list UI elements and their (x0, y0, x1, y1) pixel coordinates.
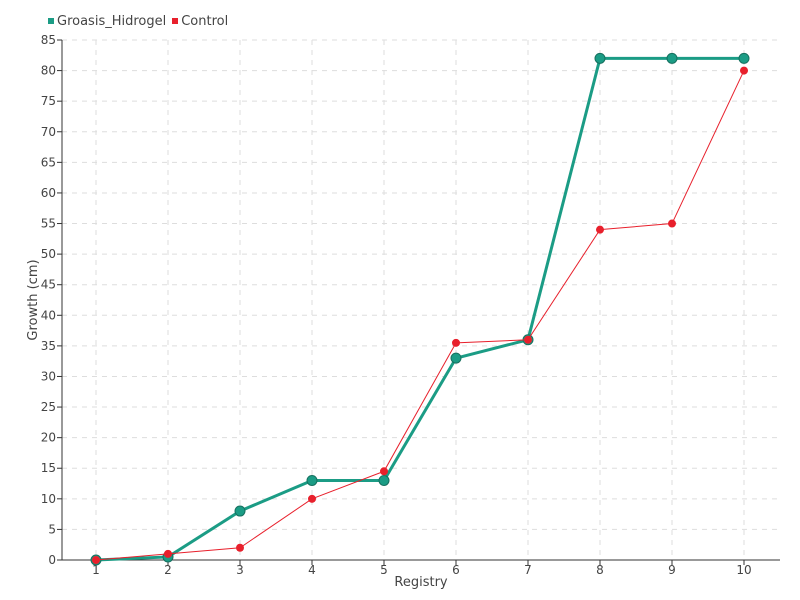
legend-label-control: Control (181, 13, 229, 29)
y-tick-label: 45 (41, 278, 56, 292)
y-tick-label: 70 (41, 125, 56, 139)
x-tick-label: 4 (308, 563, 316, 577)
data-point-control[interactable] (164, 549, 172, 558)
y-tick-label: 35 (41, 339, 56, 353)
y-tick-label: 60 (41, 186, 56, 200)
y-tick-label: 85 (41, 33, 56, 47)
legend-item-control[interactable]: Control (172, 14, 228, 29)
y-tick-label: 15 (41, 461, 56, 475)
x-tick-label: 7 (524, 563, 532, 577)
data-point-control[interactable] (380, 467, 388, 476)
series-line-control (95, 70, 745, 561)
data-point-groasis-hidrogel[interactable] (306, 474, 318, 486)
data-point-control[interactable] (596, 225, 604, 234)
x-tick-label: 6 (452, 563, 460, 577)
series-line-groasis-hidrogel (95, 56, 744, 562)
y-tick-label: 75 (41, 94, 56, 108)
legend-swatch-groasis-hidrogel (48, 18, 54, 24)
x-tick-label: 5 (380, 563, 388, 577)
data-point-control[interactable] (668, 219, 676, 228)
series-layer (90, 52, 750, 566)
x-tick-label: 1 (92, 563, 100, 577)
y-tick-label: 0 (48, 553, 56, 567)
y-tick-label: 80 (41, 64, 56, 78)
data-point-groasis-hidrogel[interactable] (666, 52, 678, 64)
y-tick-label: 25 (41, 400, 56, 414)
data-point-control[interactable] (92, 556, 100, 564)
y-tick-label: 50 (41, 247, 56, 261)
data-point-groasis-hidrogel[interactable] (594, 52, 606, 64)
y-tick-label: 55 (41, 217, 56, 231)
legend-label-groasis-hidrogel: Groasis_Hidrogel (57, 13, 167, 29)
gridlines (62, 39, 780, 560)
data-point-control[interactable] (308, 494, 316, 503)
data-point-control[interactable] (236, 543, 244, 552)
data-point-groasis-hidrogel[interactable] (234, 505, 246, 517)
data-point-control[interactable] (452, 338, 460, 347)
y-tick-label: 30 (41, 369, 56, 383)
x-tick-label: 9 (668, 563, 676, 577)
x-tick-label: 8 (596, 563, 604, 577)
y-tick-label: 65 (41, 155, 56, 169)
x-tick-label: 10 (736, 563, 751, 577)
x-axis-label: Registry (394, 575, 448, 590)
y-tick-label: 10 (41, 492, 56, 506)
x-tick-label: 3 (236, 563, 244, 577)
x-tick-label: 2 (164, 563, 172, 577)
data-point-control[interactable] (740, 66, 748, 75)
data-point-control[interactable] (524, 335, 532, 344)
data-point-groasis-hidrogel[interactable] (450, 352, 462, 364)
y-tick-label: 40 (41, 308, 56, 322)
y-tick-label: 20 (41, 431, 56, 445)
chart-legend: Groasis_Hidrogel Control (48, 12, 234, 30)
legend-swatch-control (172, 18, 179, 24)
data-point-groasis-hidrogel[interactable] (378, 474, 390, 486)
data-point-groasis-hidrogel[interactable] (738, 52, 750, 64)
y-axis-label: Growth (cm) (26, 259, 41, 340)
y-tick-label: 5 (48, 522, 56, 536)
legend-item-groasis-hidrogel[interactable]: Groasis_Hidrogel (48, 14, 166, 29)
